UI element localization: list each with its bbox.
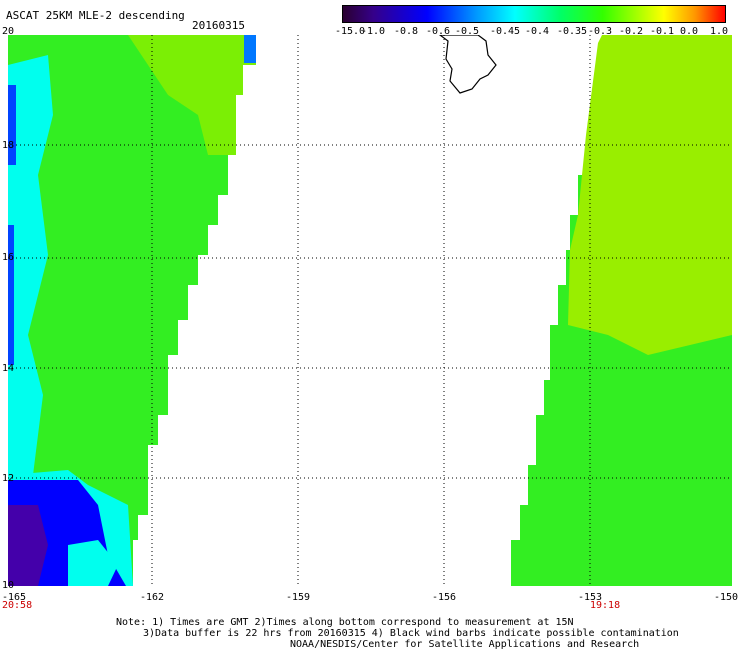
- colorbar-label: -0.8: [393, 26, 419, 37]
- left-pass-time: 20:58: [2, 600, 33, 611]
- grid-lines: [8, 35, 732, 586]
- colorbar-label: 1.0: [709, 26, 729, 37]
- x-tick-label: -159: [285, 592, 311, 603]
- colorbar-label: 0.0: [679, 26, 699, 37]
- y-tick-label: 20: [2, 26, 15, 37]
- map-plot-area: [8, 35, 732, 586]
- x-tick-label: -150: [713, 592, 739, 603]
- note-line-2: 3)Data buffer is 22 hrs from 20160315 4)…: [143, 628, 679, 639]
- left-swath-cyan-band: [8, 55, 53, 485]
- colorbar-label: -15.0: [334, 26, 366, 37]
- left-swath-purple-patch: [8, 505, 48, 586]
- colorbar: [342, 5, 726, 23]
- map-date: 20160315: [192, 19, 245, 32]
- colorbar-label: -0.6: [425, 26, 451, 37]
- x-tick-label: -165: [1, 592, 27, 603]
- y-tick-label: 12: [2, 473, 15, 484]
- island-outline: [439, 35, 497, 94]
- left-swath-blue-edge-lower: [8, 225, 14, 365]
- y-tick-label: 14: [2, 363, 15, 374]
- right-swath-lime-patch: [568, 35, 732, 355]
- map-svg: [8, 35, 732, 586]
- colorbar-label: -0.35: [556, 26, 588, 37]
- colorbar-label: -0.3: [587, 26, 613, 37]
- left-swath-blue-edge: [8, 85, 16, 165]
- x-tick-label: -156: [431, 592, 457, 603]
- left-swath-cyan-islet: [68, 540, 118, 586]
- x-tick-label: -162: [139, 592, 165, 603]
- x-tick-label: -153: [577, 592, 603, 603]
- left-swath-blue-corner: [244, 35, 256, 63]
- map-title: ASCAT 25KM MLE-2 descending: [6, 9, 185, 22]
- y-tick-label: 18: [2, 140, 15, 151]
- note-line-1: Note: 1) Times are GMT 2)Times along bot…: [116, 617, 574, 628]
- left-swath: [8, 35, 256, 586]
- colorbar-label: -0.2: [618, 26, 644, 37]
- right-pass-time: 19:18: [590, 600, 621, 611]
- colorbar-label: -0.4: [524, 26, 550, 37]
- colorbar-label: -0.1: [649, 26, 675, 37]
- colorbar-label: -1.0: [360, 26, 386, 37]
- y-tick-label: 16: [2, 252, 15, 263]
- left-swath-lime-patch: [128, 35, 256, 155]
- y-tick-label: 10: [2, 580, 15, 591]
- note-line-3: NOAA/NESDIS/Center for Satellite Applica…: [290, 639, 640, 650]
- colorbar-label: -0.5: [454, 26, 480, 37]
- colorbar-label: -0.45: [489, 26, 521, 37]
